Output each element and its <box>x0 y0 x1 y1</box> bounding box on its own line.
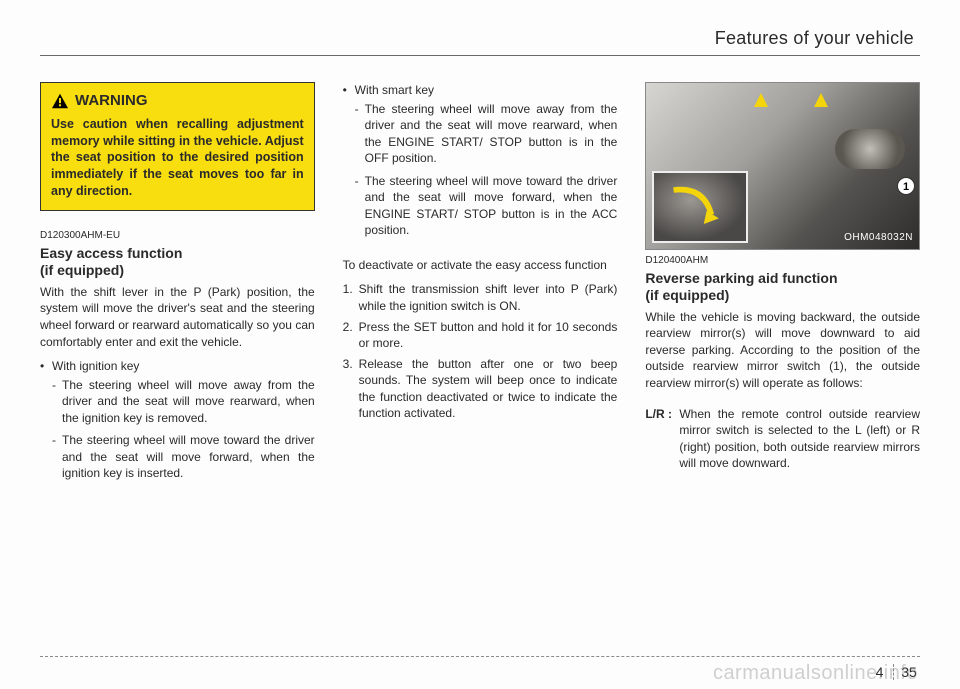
content-columns: WARNING Use caution when recalling adjus… <box>40 82 920 488</box>
dash-mark: - <box>355 101 365 167</box>
bullet-dot: • <box>343 82 355 99</box>
bullet-smart-key: • With smart key <box>343 82 618 99</box>
watermark: carmanualsonline.info <box>713 662 918 685</box>
column-1: WARNING Use caution when recalling adjus… <box>40 82 315 488</box>
footer-rule <box>40 656 920 657</box>
curved-arrow-icon <box>654 173 746 241</box>
dash-item: - The steering wheel will move away from… <box>355 101 618 167</box>
step-num: 1. <box>343 281 359 314</box>
step-1: 1. Shift the transmission shift lever in… <box>343 281 618 314</box>
dash-item: - The steering wheel will move toward th… <box>52 432 315 482</box>
dash-text: The steering wheel will move away from t… <box>62 377 315 427</box>
column-3: 1 OHM048032N D120400AHM Reverse parking … <box>645 82 920 488</box>
dash-mark: - <box>355 173 365 239</box>
bullet-text: With ignition key <box>52 358 315 375</box>
subhead-easy-access: Easy access function (if equipped) <box>40 245 315 280</box>
step-2: 2. Press the SET button and hold it for … <box>343 319 618 352</box>
figure-callout-1: 1 <box>897 177 915 195</box>
warning-box: WARNING Use caution when recalling adjus… <box>40 82 315 211</box>
bullet-ignition-key: • With ignition key <box>40 358 315 375</box>
dash-mark: - <box>52 377 62 427</box>
figure-mirror-switch: 1 OHM048032N <box>645 82 920 250</box>
dash-item: - The steering wheel will move toward th… <box>355 173 618 239</box>
step-3: 3. Release the button after one or two b… <box>343 356 618 422</box>
dash-text: The steering wheel will move away from t… <box>365 101 618 167</box>
step-text: Press the SET button and hold it for 10 … <box>359 319 618 352</box>
dash-text: The steering wheel will move toward the … <box>62 432 315 482</box>
deactivate-intro: To deactivate or activate the easy acces… <box>343 257 618 274</box>
section-header: Features of your vehicle <box>40 28 920 49</box>
warning-title: WARNING <box>75 91 148 112</box>
dash-text: The steering wheel will move toward the … <box>365 173 618 239</box>
column-2: • With smart key - The steering wheel wi… <box>343 82 618 488</box>
lr-text: When the remote control outside rearview… <box>679 406 920 472</box>
step-text: Shift the transmission shift lever into … <box>359 281 618 314</box>
dash-item: - The steering wheel will move away from… <box>52 377 315 427</box>
figure-inset-mirror <box>652 171 748 243</box>
reverse-parking-para: While the vehicle is moving backward, th… <box>645 309 920 392</box>
bullet-dot: • <box>40 358 52 375</box>
doc-code-1: D120300AHM-EU <box>40 229 315 243</box>
warning-body: Use caution when recalling adjustment me… <box>51 116 304 200</box>
easy-access-para: With the shift lever in the P (Park) pos… <box>40 284 315 350</box>
warning-icon <box>51 93 69 109</box>
header-rule <box>40 55 920 56</box>
warning-title-row: WARNING <box>51 91 304 112</box>
doc-code-2: D120400AHM <box>645 254 920 268</box>
lr-row: L/R : When the remote control outside re… <box>645 406 920 472</box>
step-num: 3. <box>343 356 359 422</box>
subhead-reverse-parking: Reverse parking aid function (if equippe… <box>645 270 920 305</box>
arrow-up-icon <box>754 93 768 107</box>
bullet-text: With smart key <box>355 82 618 99</box>
lr-label: L/R : <box>645 406 679 472</box>
dash-mark: - <box>52 432 62 482</box>
arrow-up-icon <box>814 93 828 107</box>
step-num: 2. <box>343 319 359 352</box>
engine-start-button <box>835 129 905 169</box>
step-text: Release the button after one or two beep… <box>359 356 618 422</box>
figure-label: OHM048032N <box>844 231 913 245</box>
